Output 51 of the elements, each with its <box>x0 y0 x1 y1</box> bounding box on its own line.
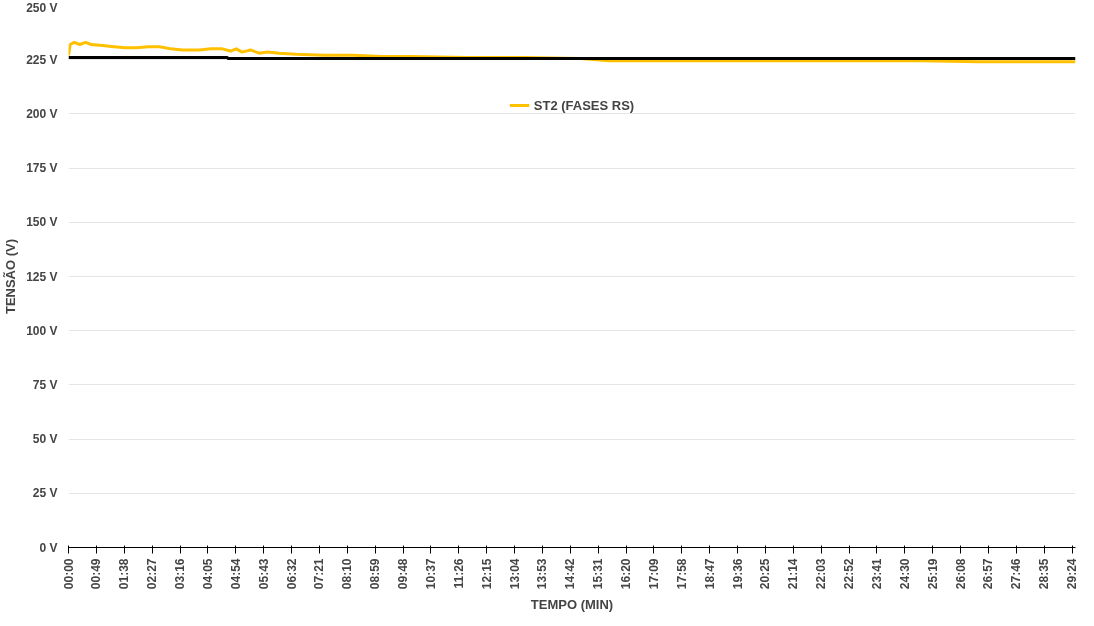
x-tick-label: 12:15 <box>479 558 494 590</box>
y-tick-label: 50 V <box>32 432 58 447</box>
x-tick-label: 14:42 <box>563 558 578 590</box>
x-tick-label: 08:10 <box>340 558 355 590</box>
y-tick-label: 25 V <box>32 486 58 501</box>
x-tick-label: 13:04 <box>507 558 522 590</box>
legend-label: ST2 (FASES RS) <box>533 97 635 113</box>
x-tick-label: 09:48 <box>396 558 411 590</box>
y-tick-label: 75 V <box>32 377 58 392</box>
x-tick-label: 27:46 <box>1009 558 1024 590</box>
x-tick-label: 18:47 <box>702 558 717 590</box>
y-tick-label: 0 V <box>39 540 58 555</box>
x-tick-label: 00:49 <box>89 558 104 590</box>
x-tick-label: 20:25 <box>758 558 773 590</box>
y-tick-label: 225 V <box>26 52 58 67</box>
x-tick-label: 11:26 <box>451 558 466 589</box>
x-tick-label: 22:03 <box>814 558 829 590</box>
x-tick-label: 17:09 <box>646 558 661 590</box>
x-tick-label: 03:16 <box>173 558 188 590</box>
y-tick-label: 175 V <box>26 161 58 176</box>
x-tick-label: 10:37 <box>423 558 438 590</box>
x-tick-label: 15:31 <box>591 558 606 590</box>
y-tick-label: 150 V <box>26 215 58 230</box>
x-tick-label: 22:52 <box>842 558 857 590</box>
x-tick-label: 02:27 <box>145 558 160 590</box>
x-tick-label: 08:59 <box>368 558 383 590</box>
x-tick-label: 01:38 <box>117 558 132 590</box>
y-axis-title: TENSÃO (V) <box>3 238 19 315</box>
x-tick-label: 25:19 <box>925 558 940 590</box>
x-tick-label: 26:08 <box>953 558 968 590</box>
x-axis-title: TEMPO (MIN) <box>530 597 614 613</box>
x-tick-label: 00:00 <box>61 558 76 590</box>
x-tick-label: 28:35 <box>1037 558 1052 590</box>
x-tick-label: 07:21 <box>312 558 327 590</box>
y-tick-label: 125 V <box>26 269 58 284</box>
x-tick-label: 06:32 <box>284 558 299 590</box>
x-tick-label: 16:20 <box>619 558 634 590</box>
y-tick-label: 100 V <box>26 323 58 338</box>
y-tick-label: 200 V <box>26 106 58 121</box>
x-tick-label: 24:30 <box>897 558 912 590</box>
x-tick-label: 23:41 <box>869 558 884 590</box>
x-tick-label: 19:36 <box>730 558 745 590</box>
x-tick-label: 04:54 <box>228 558 243 590</box>
x-tick-label: 05:43 <box>256 558 271 590</box>
x-tick-label: 13:53 <box>535 558 550 590</box>
x-tick-label: 29:24 <box>1065 558 1080 590</box>
x-tick-label: 26:57 <box>981 558 996 590</box>
x-tick-label: 17:58 <box>674 558 689 590</box>
y-tick-label: 250 V <box>26 0 58 15</box>
x-tick-label: 21:14 <box>786 558 801 590</box>
x-tick-label: 04:05 <box>200 558 215 590</box>
